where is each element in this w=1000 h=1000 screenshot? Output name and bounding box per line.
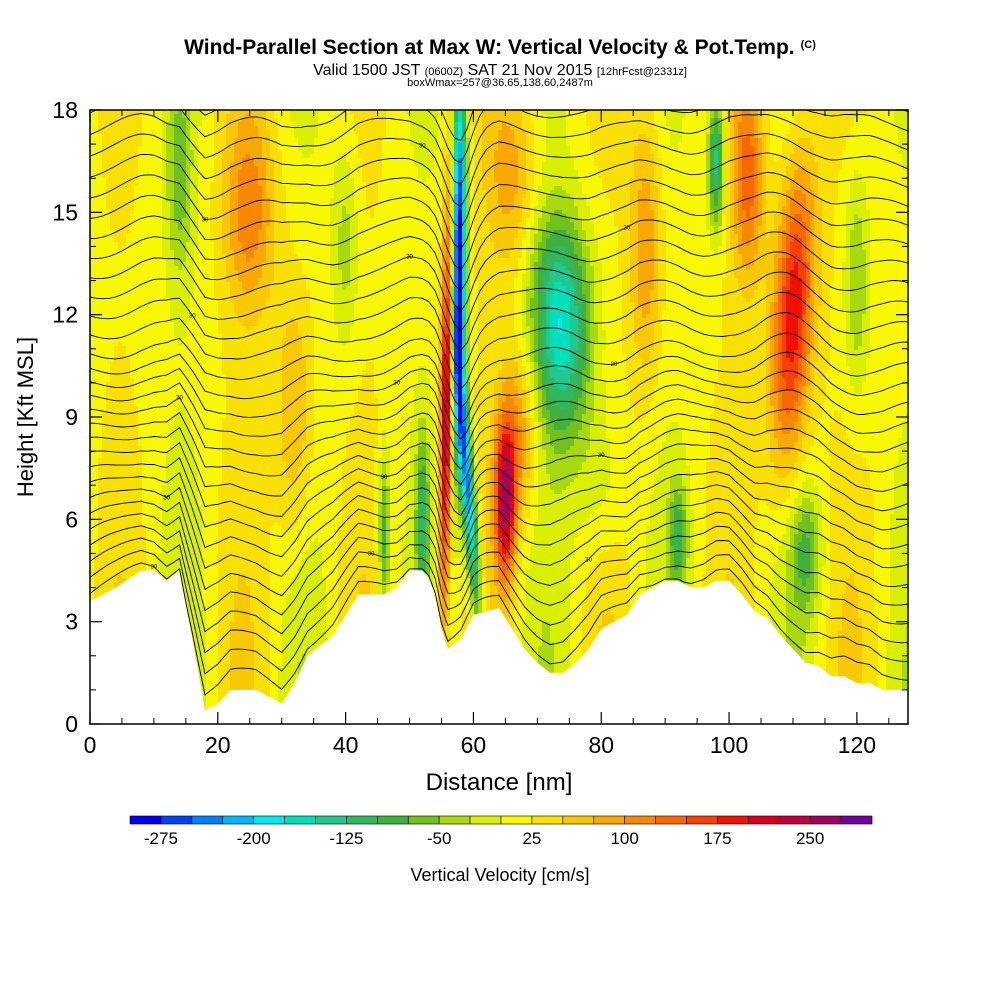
contour-label: 30 (176, 396, 183, 402)
x-tick-label: 100 (710, 732, 748, 758)
colorbar-swatch (439, 816, 470, 824)
colorbar-swatch (470, 816, 501, 824)
colorbar-swatch (810, 816, 841, 824)
colorbar-tick-label: -50 (427, 829, 452, 848)
colorbar-swatch (563, 816, 594, 824)
y-tick-label: 12 (52, 302, 78, 328)
colorbar-swatch (779, 816, 810, 824)
colorbar-swatch (346, 816, 377, 824)
y-tick-label: 0 (65, 711, 78, 737)
colorbar-tick-label: -125 (329, 829, 363, 848)
y-tick-label: 3 (65, 609, 78, 635)
colorbar-swatch (501, 816, 532, 824)
colorbar-swatch (130, 816, 161, 824)
contour-label: 30 (406, 255, 413, 261)
colorbar-swatch (625, 816, 656, 824)
contour-label: 30 (368, 552, 375, 558)
contour-label: 30 (381, 475, 388, 481)
colorbar-swatch (408, 816, 439, 824)
cross-section-plot: 303030303030303030303030303030 0 20 40 60 80… (0, 0, 1000, 1000)
x-tick-label: 120 (838, 732, 876, 758)
y-axis-label: Height [Kft MSL] (13, 337, 38, 497)
x-axis-label: Distance [nm] (426, 769, 573, 796)
colorbar-tick-label: 250 (796, 829, 824, 848)
colorbar-tick-label: -200 (237, 829, 271, 848)
colorbar-swatch (254, 816, 285, 824)
y-tick-label: 18 (52, 97, 78, 123)
colorbar-swatch (717, 816, 748, 824)
colorbar-swatch (377, 816, 408, 824)
colorbar-label: Vertical Velocity [cm/s] (410, 865, 589, 885)
colorbar-swatch (316, 816, 347, 824)
contour-label: 30 (585, 557, 592, 563)
x-tick-label: 0 (84, 732, 97, 758)
contour-label: 30 (598, 453, 605, 459)
contour-label: 30 (163, 495, 170, 501)
colorbar-swatch (285, 816, 316, 824)
colorbar-tick-label: 25 (522, 829, 541, 848)
colorbar-swatch (687, 816, 718, 824)
colorbar-swatch (161, 816, 192, 824)
y-tick-label: 15 (52, 199, 78, 225)
colorbar-tick-label: 100 (610, 829, 638, 848)
contour-label: 30 (623, 225, 630, 231)
colorbar-swatch (748, 816, 779, 824)
colorbar-tick-label: 175 (703, 829, 731, 848)
colorbar-swatch (841, 816, 872, 824)
contour-label: 30 (636, 100, 643, 106)
colorbar-swatch (192, 816, 223, 824)
contour-label: 30 (393, 380, 400, 386)
colorbar-swatch (532, 816, 563, 824)
colorbar: -275 -200 -125 -50 25 100 175 250 (130, 816, 872, 848)
contour-label: 30 (419, 144, 426, 150)
y-tick-label: 9 (65, 404, 78, 430)
colorbar-swatch (223, 816, 254, 824)
contour-label: 30 (151, 565, 158, 571)
colorbar-swatch (594, 816, 625, 824)
contour-label: 30 (189, 313, 196, 319)
x-tick-label: 60 (461, 732, 487, 758)
contour-label: 30 (202, 218, 209, 224)
y-tick-label: 6 (65, 506, 78, 532)
x-tick-label: 40 (333, 732, 359, 758)
chart-canvas: Wind-Parallel Section at Max W: Vertical… (0, 0, 1000, 1000)
contour-label: 30 (611, 362, 618, 368)
colorbar-swatch (656, 816, 687, 824)
x-tick-label: 20 (205, 732, 231, 758)
colorbar-tick-label: -275 (144, 829, 178, 848)
x-tick-label: 80 (588, 732, 614, 758)
